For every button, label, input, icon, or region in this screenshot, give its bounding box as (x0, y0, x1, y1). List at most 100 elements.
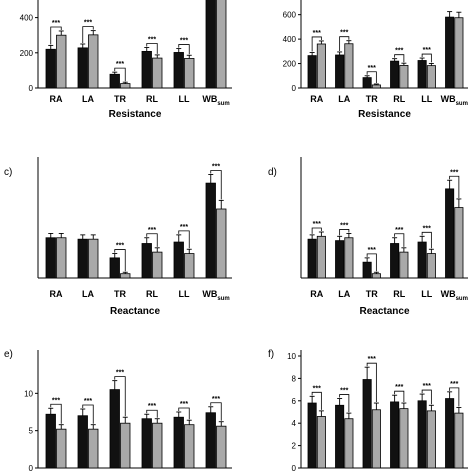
bar-la-series-1 (335, 404, 345, 469)
significance-label: *** (180, 401, 188, 408)
bar-la-series-1 (77, 415, 88, 469)
panel-a: 0 200 400 *** RA *** LA *** TR *** RL *** LL WBsum Res… (20, 0, 232, 120)
significance-label: *** (148, 37, 156, 44)
significance-bracket (114, 376, 126, 417)
bar-rl-series-1 (390, 243, 400, 279)
y-tick-label: 0 (292, 464, 297, 473)
category-label-ll: LL (421, 94, 432, 104)
significance-label: *** (340, 30, 348, 37)
significance-bracket (366, 362, 377, 403)
significance-bracket (421, 53, 432, 63)
bar-la-series-2 (88, 34, 99, 89)
bar-ll-series-1 (417, 241, 427, 279)
bar-wb-series-1 (445, 188, 455, 279)
significance-bracket (394, 233, 405, 247)
bar-la-series-1 (77, 47, 88, 89)
significance-bracket (146, 43, 158, 54)
significance-label: *** (368, 356, 376, 363)
y-tick-label: 10 (287, 352, 296, 361)
significance-bracket (421, 389, 432, 405)
bar-rl-series-1 (390, 401, 400, 469)
significance-bracket (366, 253, 377, 272)
bar-rl-series-1 (141, 418, 152, 469)
category-label-wb: WBsum (202, 289, 229, 302)
bar-ll-series-1 (173, 416, 184, 469)
bar-tr-series-2 (371, 273, 381, 279)
bar-rl-series-2 (152, 251, 163, 279)
significance-label: *** (423, 225, 431, 232)
bar-wb-series-1 (205, 0, 216, 89)
bar-tr-series-2 (371, 84, 381, 89)
significance-bracket (50, 403, 62, 424)
bar-ll-series-1 (173, 241, 184, 279)
significance-label: *** (395, 48, 403, 55)
bar-ll-series-1 (417, 60, 427, 89)
y-tick-label: 5 (29, 427, 34, 436)
category-label-la: LA (338, 289, 350, 299)
y-tick-label: 0 (292, 84, 297, 93)
bar-wb-series-2 (216, 208, 227, 279)
significance-label: *** (148, 227, 156, 234)
significance-bracket (178, 230, 190, 249)
bar-rl-series-2 (152, 422, 163, 469)
bar-rl-series-1 (141, 50, 152, 89)
x-axis-title: Resistance (109, 109, 162, 120)
category-subscript: sum (456, 101, 468, 107)
category-label-rl: RL (393, 94, 405, 104)
bar-ra-series-1 (45, 48, 56, 89)
category-label-ll: LL (421, 289, 432, 299)
y-tick-label: 4 (292, 419, 297, 428)
bar-ra-series-2 (56, 237, 67, 279)
bar-tr-series-2 (120, 273, 131, 279)
category-subscript: sum (456, 296, 468, 302)
bar-la-series-2 (88, 428, 99, 469)
y-tick-label: 0 (29, 84, 34, 93)
bar-ll-series-1 (173, 52, 184, 89)
significance-label: *** (313, 221, 321, 228)
bar-ra-series-2 (56, 428, 67, 469)
significance-label: *** (340, 388, 348, 395)
category-label-ra: RA (50, 289, 63, 299)
bar-la-series-2 (88, 238, 99, 279)
bar-rl-series-2 (399, 408, 409, 469)
significance-bracket (339, 394, 350, 413)
significance-bracket (146, 233, 158, 247)
significance-bracket (178, 407, 190, 420)
bar-wb-series-2 (216, 0, 227, 89)
y-tick-label: 400 (20, 14, 34, 23)
panel-e: 0 5 10 *** *** *** *** *** *** e) (4, 349, 232, 473)
panel-label: c) (4, 167, 12, 178)
bar-wb-series-1 (445, 398, 455, 469)
bar-rl-series-1 (141, 243, 152, 279)
y-tick-label: 400 (283, 35, 297, 44)
significance-label: *** (180, 224, 188, 231)
significance-label: *** (52, 20, 60, 27)
bar-la-series-1 (335, 240, 345, 279)
bar-tr-series-1 (109, 257, 120, 279)
panel-d: *** RA *** LA *** TR *** RL *** LL *** WBsum Reactan… (268, 157, 468, 317)
category-label-tr: TR (366, 94, 378, 104)
significance-bracket (449, 175, 460, 198)
bar-wb-series-1 (205, 182, 216, 279)
panel-label: d) (268, 167, 277, 178)
category-label-tr: TR (114, 289, 126, 299)
significance-label: *** (313, 30, 321, 37)
significance-label: *** (368, 247, 376, 254)
category-subscript: sum (217, 296, 229, 302)
significance-label: *** (212, 396, 220, 403)
panel-label: e) (4, 349, 13, 360)
category-subscript: sum (217, 101, 229, 107)
bar-tr-series-2 (120, 83, 131, 89)
bar-la-series-2 (344, 237, 354, 279)
bar-tr-series-1 (362, 379, 372, 469)
bar-la-series-2 (344, 418, 354, 469)
bar-ra-series-2 (316, 416, 326, 469)
significance-label: *** (313, 385, 321, 392)
bar-tr-series-1 (109, 73, 120, 89)
significance-label: *** (116, 243, 124, 250)
category-label-la: LA (338, 94, 350, 104)
bar-tr-series-1 (362, 77, 372, 89)
significance-label: *** (84, 20, 92, 27)
significance-label: *** (450, 381, 458, 388)
category-label-ll: LL (179, 289, 190, 299)
